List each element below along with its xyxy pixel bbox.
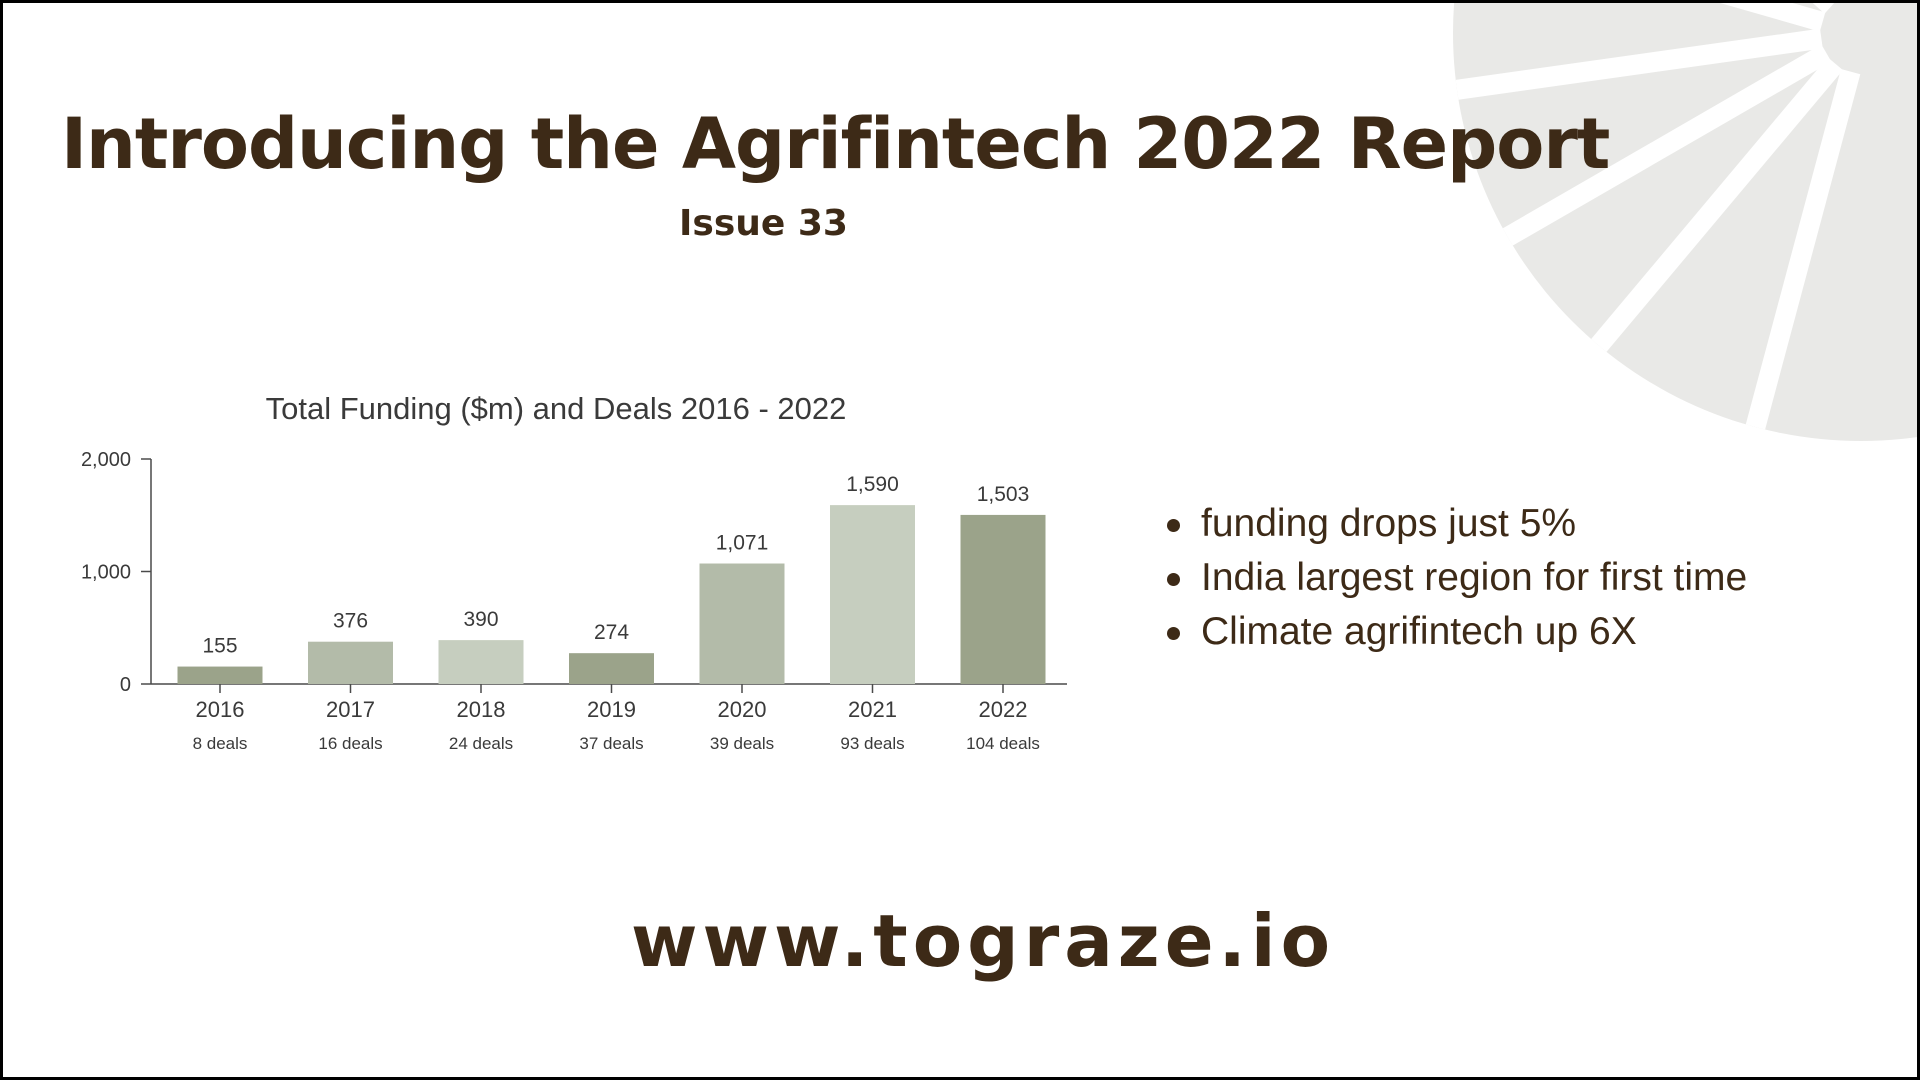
website-link[interactable]: www.tograze.io [631, 899, 1336, 983]
sun-ray [1453, 28, 1823, 127]
chart-title: Total Funding ($m) and Deals 2016 - 2022 [266, 391, 847, 426]
highlight-item: India largest region for first time [1163, 551, 1747, 605]
value-label: 1,590 [846, 473, 899, 496]
highlight-item: funding drops just 5% [1163, 497, 1747, 551]
bar-2017 [308, 641, 393, 684]
bar-2020 [699, 563, 785, 684]
deals-label: 39 deals [710, 734, 774, 753]
category-label: 2021 [848, 697, 897, 722]
y-tick-label: 2,000 [81, 449, 131, 471]
value-label: 1,071 [716, 532, 769, 555]
y-tick-label: 0 [120, 674, 131, 696]
category-label: 2019 [587, 697, 636, 722]
deals-label: 104 deals [966, 734, 1040, 753]
value-label: 155 [202, 635, 237, 658]
category-label: 2020 [718, 697, 767, 722]
sun-ray [1696, 69, 1861, 441]
deals-label: 93 deals [840, 734, 904, 753]
bar-2019 [569, 653, 654, 684]
deals-label: 37 deals [579, 734, 643, 753]
category-label: 2017 [326, 697, 375, 722]
value-label: 1,503 [977, 483, 1030, 506]
category-label: 2022 [979, 697, 1028, 722]
category-label: 2018 [457, 697, 506, 722]
category-label: 2016 [196, 697, 245, 722]
bar-2016 [177, 666, 263, 684]
bar-2022 [960, 514, 1046, 684]
value-label: 274 [594, 621, 629, 644]
highlights-list: funding drops just 5% India largest regi… [1163, 497, 1747, 659]
sunburst-decoration [1453, 3, 1917, 441]
sun-ray [1453, 44, 1832, 342]
slide: Introducing the Agrifintech 2022 Report … [3, 3, 1917, 1077]
bar-2018 [438, 640, 524, 684]
deals-label: 16 deals [318, 734, 382, 753]
funding-bar-chart: Total Funding ($m) and Deals 2016 - 2022… [81, 391, 1067, 753]
bar-2021 [830, 505, 915, 684]
page-title: Introducing the Agrifintech 2022 Report [61, 103, 1610, 185]
highlight-item: Climate agrifintech up 6X [1163, 605, 1747, 659]
value-label: 376 [333, 610, 368, 633]
deals-label: 24 deals [449, 734, 513, 753]
y-tick-label: 1,000 [81, 562, 131, 584]
value-label: 390 [463, 608, 498, 631]
deals-label: 8 deals [193, 734, 248, 753]
issue-subtitle: Issue 33 [679, 203, 848, 244]
